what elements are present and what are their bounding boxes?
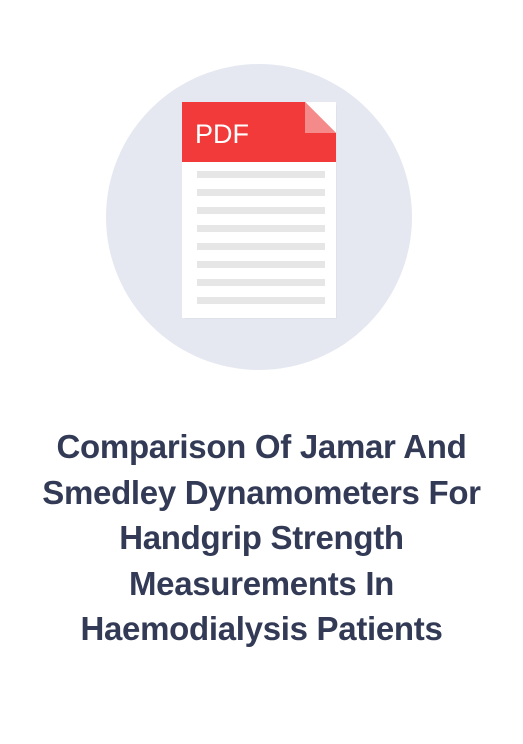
pdf-label: PDF [195, 119, 249, 149]
pdf-document-illustration: PDF [106, 64, 412, 370]
pdf-page: PDF [182, 102, 337, 319]
pdf-banner [182, 102, 336, 162]
document-title: Comparison Of Jamar And Smedley Dynamome… [42, 428, 481, 647]
pdf-file-icon: PDF [106, 64, 412, 370]
page-text-lines [197, 171, 325, 304]
page-fold-corner [305, 102, 336, 133]
